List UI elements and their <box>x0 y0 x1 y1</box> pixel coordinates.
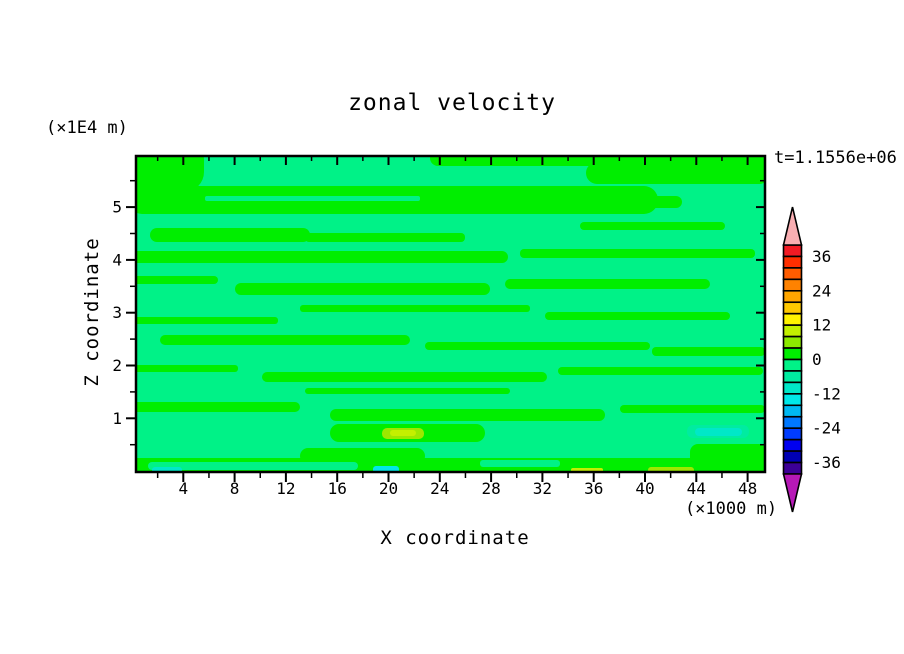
time-annotation: t=1.1556e+06 <box>774 148 897 168</box>
colorbar-arrow-down <box>782 473 803 513</box>
x-axis-units: (×1000 m) <box>684 499 778 519</box>
contour-band <box>136 317 278 324</box>
contour-band <box>586 162 765 184</box>
colorbar-label: 0 <box>812 350 822 369</box>
contour-band <box>545 312 730 320</box>
colorbar-segment <box>782 450 803 464</box>
colorbar-segment <box>782 427 803 441</box>
y-tick-label: 4 <box>112 250 122 269</box>
x-tick-label: 20 <box>379 479 398 498</box>
colorbar-segment <box>782 312 803 326</box>
contour-band <box>300 305 530 312</box>
contour-band <box>205 196 420 201</box>
x-tick-label: 40 <box>635 479 654 498</box>
contour-band <box>150 228 310 242</box>
contour-band <box>136 251 508 263</box>
contour-band <box>160 335 410 345</box>
colorbar-segment <box>782 393 803 407</box>
colorbar-segment <box>782 358 803 372</box>
colorbar-label: -24 <box>812 419 841 438</box>
contour-band <box>305 388 510 394</box>
y-tick-label: 1 <box>112 409 122 428</box>
colorbar-segment <box>782 335 803 349</box>
contour-band <box>148 462 358 470</box>
y-tick-label: 5 <box>112 198 122 217</box>
colorbar-segment <box>782 301 803 315</box>
contour-band <box>425 342 650 350</box>
colorbar-segment <box>782 324 803 338</box>
contour-band <box>136 365 238 372</box>
colorbar-segment <box>782 370 803 384</box>
y-tick-label: 2 <box>112 356 122 375</box>
contour-band <box>620 405 765 413</box>
contour-band <box>580 222 725 230</box>
contour-band <box>136 402 300 412</box>
x-tick-label: 8 <box>230 479 240 498</box>
colorbar-segment <box>782 255 803 269</box>
colorbar-segment <box>782 347 803 361</box>
colorbar-segment <box>782 244 803 258</box>
colorbar-label: -36 <box>812 453 841 472</box>
contour-band <box>305 233 465 242</box>
contour-band <box>695 428 742 436</box>
contour-band <box>480 460 560 467</box>
colorbar-segment <box>782 404 803 418</box>
colorbar-label: -12 <box>812 384 841 403</box>
colorbar-segment <box>782 381 803 395</box>
x-tick-label: 24 <box>430 479 449 498</box>
y-axis-units: (×1E4 m) <box>46 118 128 138</box>
contour-band <box>612 196 682 208</box>
colorbar-segment <box>782 267 803 281</box>
x-tick-label: 36 <box>584 479 603 498</box>
plot-border <box>134 154 767 474</box>
y-tick-label: 3 <box>112 303 122 322</box>
x-tick-label: 32 <box>533 479 552 498</box>
contour-band <box>235 283 490 295</box>
contour-band <box>373 466 399 472</box>
colorbar-segment <box>782 278 803 292</box>
contour-field <box>136 156 765 472</box>
contour-band <box>136 156 204 192</box>
x-axis-label: X coordinate <box>380 527 530 549</box>
plot-title: zonal velocity <box>348 90 556 116</box>
colorbar-arrow-up <box>782 206 803 246</box>
x-tick-label: 44 <box>687 479 706 498</box>
colorbar-segment <box>782 461 803 475</box>
colorbar-label: 36 <box>812 247 831 266</box>
contour-band <box>520 249 755 258</box>
x-tick-label: 12 <box>276 479 295 498</box>
contour-band <box>330 409 605 421</box>
colorbar-label: 24 <box>812 281 831 300</box>
contour-band <box>262 372 547 382</box>
contour-band <box>652 347 765 356</box>
x-tick-label: 4 <box>178 479 188 498</box>
x-tick-label: 16 <box>328 479 347 498</box>
x-tick-label: 28 <box>481 479 500 498</box>
colorbar-label: 12 <box>812 316 831 335</box>
colorbar-segment <box>782 289 803 304</box>
contour-band <box>505 279 710 289</box>
contour-band <box>390 430 416 436</box>
x-tick-label: 48 <box>738 479 757 498</box>
y-axis-label: Z coordinate <box>81 237 103 387</box>
contour-band <box>136 276 218 284</box>
colorbar-segment <box>782 438 803 452</box>
contour-band <box>558 367 763 375</box>
colorbar-segment <box>782 415 803 429</box>
